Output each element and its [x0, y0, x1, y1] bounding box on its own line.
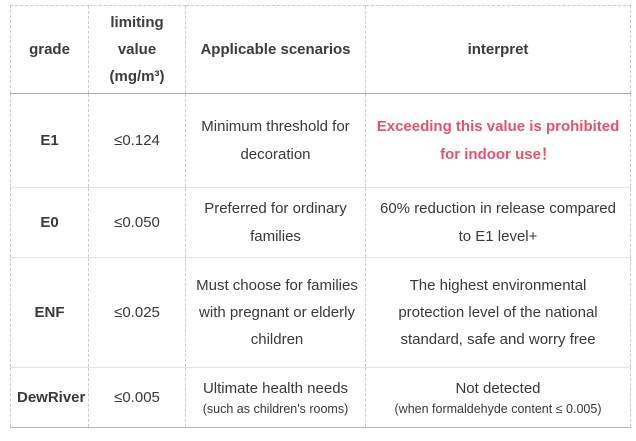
table-row-e1: E1 ≤0.124 Minimum threshold for decorati…: [10, 93, 631, 188]
scenario-cell-e1: Minimum threshold for decoration: [185, 93, 366, 188]
grade-cell-e1: E1: [10, 93, 89, 188]
interpret-note-dewriver: (when formaldehyde content ≤ 0.005): [394, 402, 602, 417]
table-row-dewriver: DewRiver ≤0.005 Ultimate health needs (s…: [10, 367, 631, 428]
scenario-note-dewriver: (such as children's rooms): [202, 402, 349, 417]
formaldehyde-grade-table: grade limiting value (mg/m³) Applicable …: [10, 5, 631, 428]
grade-cell-dewriver: DewRiver: [10, 367, 89, 428]
scenario-cell-enf: Must choose for families with pregnant o…: [185, 257, 366, 368]
interpret-cell-dewriver: Not detected (when formaldehyde content …: [365, 367, 631, 428]
header-interpret: interpret: [365, 5, 631, 94]
interpret-text-dewriver: Not detected: [455, 379, 541, 397]
scenario-text-dewriver: Ultimate health needs: [202, 379, 349, 397]
interpret-text-e0: 60% reduction in release compared to E1 …: [380, 200, 616, 245]
scenario-cell-e0: Preferred for ordinary families: [185, 187, 366, 258]
limit-cell-enf: ≤0.025: [88, 257, 186, 368]
limit-cell-e1: ≤0.124: [88, 93, 186, 188]
limit-cell-dewriver: ≤0.005: [88, 367, 186, 428]
header-grade: grade: [10, 5, 89, 94]
header-applicable-scenarios: Applicable scenarios: [185, 5, 366, 94]
interpret-cell-enf: The highest environmental protection lev…: [365, 257, 631, 368]
table-row-enf: ENF ≤0.025 Must choose for families with…: [10, 257, 631, 368]
interpret-cell-e0: 60% reduction in release compared to E1 …: [365, 187, 631, 258]
limit-cell-e0: ≤0.050: [88, 187, 186, 258]
interpret-cell-e1: Exceeding this value is prohibited for i…: [365, 93, 631, 188]
interpret-alert-text: Exceeding this value is prohibited for i…: [376, 118, 620, 163]
grade-cell-enf: ENF: [10, 257, 89, 368]
scenario-text-enf: Must choose for families with pregnant o…: [196, 276, 358, 349]
header-row: grade limiting value (mg/m³) Applicable …: [10, 5, 631, 94]
table-row-e0: E0 ≤0.050 Preferred for ordinary familie…: [10, 187, 631, 258]
header-limiting-value: limiting value (mg/m³): [88, 5, 186, 94]
grade-cell-e0: E0: [10, 187, 89, 258]
interpret-text-enf: The highest environmental protection lev…: [398, 276, 598, 349]
scenario-cell-dewriver: Ultimate health needs (such as children'…: [185, 367, 366, 428]
header-limiting-value-label: limiting value (mg/m³): [109, 13, 165, 85]
